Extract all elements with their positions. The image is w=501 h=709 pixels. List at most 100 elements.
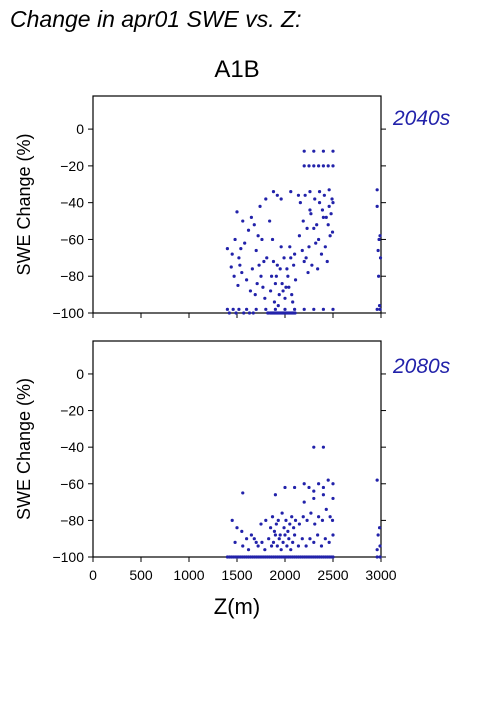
data-point bbox=[377, 274, 381, 278]
data-point bbox=[308, 537, 312, 541]
data-point bbox=[284, 285, 288, 289]
x-tick-label: 2500 bbox=[317, 567, 348, 583]
data-point bbox=[296, 544, 301, 548]
data-point bbox=[312, 307, 316, 311]
data-point bbox=[321, 149, 325, 153]
data-point bbox=[304, 256, 308, 260]
data-point bbox=[283, 533, 287, 537]
data-point bbox=[378, 307, 382, 311]
data-point bbox=[273, 281, 277, 286]
data-point bbox=[293, 307, 297, 311]
data-point bbox=[302, 500, 306, 504]
data-point bbox=[308, 208, 312, 212]
data-point bbox=[250, 267, 254, 271]
data-point bbox=[293, 485, 297, 490]
data-point bbox=[265, 256, 269, 260]
data-point bbox=[303, 193, 307, 197]
data-point bbox=[307, 485, 311, 490]
data-point bbox=[312, 164, 316, 168]
data-point bbox=[377, 526, 382, 530]
data-point bbox=[301, 219, 305, 223]
data-point bbox=[260, 237, 264, 242]
data-point bbox=[376, 248, 380, 253]
data-point bbox=[269, 289, 273, 293]
data-point bbox=[308, 190, 312, 194]
data-point bbox=[297, 234, 301, 238]
data-point bbox=[314, 241, 318, 245]
data-point bbox=[288, 245, 292, 249]
data-point bbox=[306, 270, 310, 275]
data-point bbox=[302, 482, 306, 486]
data-point bbox=[230, 252, 234, 256]
data-point bbox=[240, 270, 244, 275]
data-point bbox=[283, 307, 287, 311]
data-point bbox=[285, 544, 289, 548]
data-point bbox=[261, 285, 265, 289]
data-point bbox=[331, 201, 335, 205]
data-point bbox=[286, 274, 290, 278]
data-point bbox=[252, 537, 256, 541]
data-point bbox=[309, 212, 313, 216]
data-point bbox=[296, 193, 301, 197]
data-point bbox=[302, 164, 306, 168]
data-point bbox=[254, 307, 258, 311]
data-point bbox=[326, 223, 330, 227]
data-point bbox=[289, 190, 293, 194]
data-point bbox=[291, 540, 295, 544]
data-point bbox=[327, 188, 331, 192]
data-point bbox=[236, 283, 240, 288]
data-point bbox=[315, 223, 319, 227]
data-point bbox=[321, 485, 325, 490]
data-point bbox=[300, 248, 304, 253]
data-point bbox=[375, 204, 379, 208]
data-point bbox=[292, 263, 296, 267]
y-tick-label: −80 bbox=[60, 268, 84, 284]
data-point bbox=[259, 274, 263, 278]
data-point bbox=[249, 533, 253, 537]
data-point bbox=[310, 263, 314, 267]
data-point bbox=[273, 493, 277, 497]
data-point bbox=[375, 555, 379, 559]
data-point bbox=[286, 529, 290, 533]
data-point bbox=[252, 223, 256, 227]
data-point bbox=[291, 300, 295, 304]
data-point bbox=[293, 311, 297, 315]
data-point bbox=[275, 544, 279, 548]
period-label-2040s: 2040s bbox=[393, 107, 451, 130]
data-point bbox=[317, 164, 321, 168]
data-point bbox=[293, 518, 298, 522]
data-point bbox=[230, 518, 234, 522]
data-point bbox=[241, 544, 245, 548]
data-point bbox=[322, 193, 326, 197]
data-point bbox=[275, 263, 279, 267]
data-point bbox=[240, 529, 244, 533]
data-point bbox=[269, 274, 274, 278]
data-point bbox=[247, 311, 252, 315]
data-point bbox=[270, 515, 275, 519]
data-point bbox=[237, 256, 241, 260]
data-point bbox=[245, 278, 249, 282]
data-point bbox=[246, 548, 251, 552]
data-point bbox=[283, 485, 287, 490]
data-point bbox=[235, 526, 239, 530]
page-title: Change in apr01 SWE vs. Z: bbox=[10, 6, 302, 32]
y-tick-label: −60 bbox=[60, 476, 84, 492]
data-point bbox=[312, 445, 316, 449]
data-point bbox=[290, 293, 294, 297]
data-point bbox=[325, 259, 329, 264]
data-point bbox=[271, 190, 276, 194]
data-point bbox=[225, 247, 229, 251]
data-point bbox=[307, 164, 311, 168]
data-point bbox=[292, 526, 296, 530]
data-point bbox=[328, 234, 332, 238]
data-point bbox=[323, 245, 327, 249]
data-point bbox=[293, 533, 297, 537]
data-point bbox=[317, 482, 321, 486]
data-point bbox=[288, 522, 292, 526]
data-point bbox=[229, 265, 233, 269]
x-tick-label: 500 bbox=[129, 567, 153, 583]
plot-frame bbox=[92, 95, 382, 314]
data-point bbox=[321, 164, 325, 168]
data-point bbox=[258, 204, 262, 208]
data-point bbox=[272, 529, 277, 533]
